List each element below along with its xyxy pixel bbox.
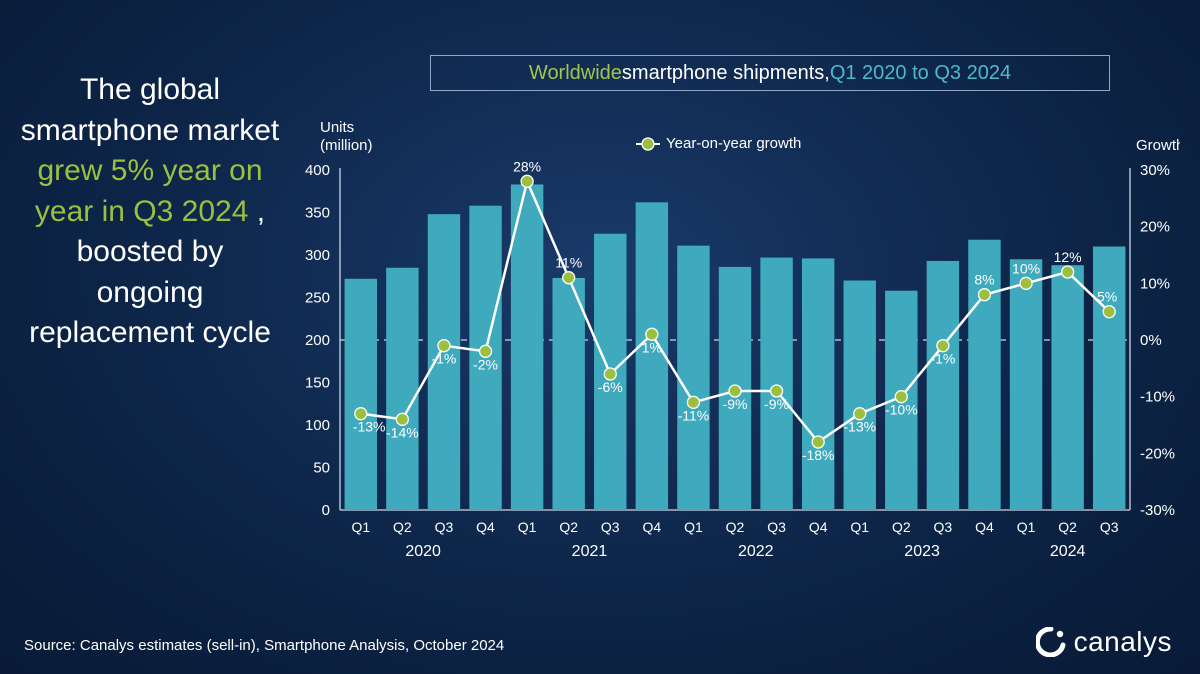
svg-text:0: 0: [322, 502, 330, 519]
svg-text:400: 400: [305, 162, 330, 179]
svg-text:250: 250: [305, 290, 330, 307]
title-part-1: Worldwide: [529, 62, 622, 85]
svg-text:350: 350: [305, 205, 330, 222]
svg-text:Q3: Q3: [1100, 519, 1119, 535]
svg-text:10%: 10%: [1140, 275, 1170, 292]
title-part-3: Q1 2020 to Q3 2024: [830, 62, 1011, 85]
svg-text:11%: 11%: [555, 255, 582, 271]
svg-text:-11%: -11%: [678, 407, 710, 423]
svg-text:-20%: -20%: [1140, 445, 1175, 462]
svg-text:Q1: Q1: [351, 519, 370, 535]
svg-text:5%: 5%: [1097, 289, 1117, 305]
svg-text:Q4: Q4: [642, 519, 661, 535]
svg-text:-10%: -10%: [1140, 389, 1175, 406]
svg-text:Q1: Q1: [1017, 519, 1036, 535]
svg-text:Q4: Q4: [476, 519, 495, 535]
svg-text:Q3: Q3: [435, 519, 454, 535]
shipments-chart: Units(million) Growth 0 50 100 150 200 250 300 35…: [280, 110, 1180, 590]
svg-text:50: 50: [313, 460, 330, 477]
svg-text:1%: 1%: [642, 339, 662, 355]
svg-text:Q3: Q3: [934, 519, 953, 535]
svg-text:Units: Units: [320, 119, 354, 136]
headline-plain-1: The global smartphone market: [21, 73, 279, 147]
svg-text:Growth: Growth: [1136, 137, 1180, 154]
svg-text:28%: 28%: [513, 158, 541, 174]
svg-text:0%: 0%: [1140, 332, 1162, 349]
headline-accent: grew 5% year on year in Q3 2024: [35, 154, 263, 228]
svg-text:300: 300: [305, 247, 330, 264]
svg-text:2020: 2020: [405, 543, 441, 560]
brand-name: canalys: [1074, 626, 1172, 658]
svg-text:Q2: Q2: [393, 519, 412, 535]
svg-text:2024: 2024: [1050, 543, 1086, 560]
svg-text:150: 150: [305, 375, 330, 392]
svg-text:Q2: Q2: [1058, 519, 1077, 535]
svg-text:-30%: -30%: [1140, 502, 1175, 519]
svg-text:100: 100: [305, 417, 330, 434]
svg-text:Q2: Q2: [726, 519, 745, 535]
svg-text:-6%: -6%: [598, 379, 623, 395]
svg-text:-9%: -9%: [764, 396, 789, 412]
svg-text:Q1: Q1: [850, 519, 869, 535]
svg-text:-10%: -10%: [885, 402, 918, 418]
headline-text: The global smartphone market grew 5% yea…: [20, 70, 280, 354]
title-part-2: smartphone shipments,: [622, 62, 830, 85]
svg-text:-1%: -1%: [431, 351, 456, 367]
svg-text:Q4: Q4: [975, 519, 994, 535]
svg-text:Year-on-year growth: Year-on-year growth: [666, 135, 801, 152]
svg-text:10%: 10%: [1012, 260, 1040, 276]
svg-text:-1%: -1%: [930, 351, 955, 367]
svg-text:-18%: -18%: [802, 447, 835, 463]
svg-text:-14%: -14%: [386, 424, 419, 440]
svg-text:2021: 2021: [572, 543, 608, 560]
svg-text:8%: 8%: [974, 272, 994, 288]
svg-text:Q4: Q4: [809, 519, 828, 535]
chart-svg: Units(million) Growth 0 50 100 150 200 250 300 35…: [280, 110, 1180, 590]
svg-text:-13%: -13%: [843, 419, 876, 435]
chart-title: Worldwide smartphone shipments, Q1 2020 …: [430, 55, 1110, 91]
svg-text:30%: 30%: [1140, 162, 1170, 179]
source-footnote: Source: Canalys estimates (sell-in), Sma…: [24, 637, 504, 654]
svg-text:-13%: -13%: [353, 419, 386, 435]
svg-text:Q3: Q3: [767, 519, 786, 535]
svg-text:Q3: Q3: [601, 519, 620, 535]
svg-text:2022: 2022: [738, 543, 774, 560]
svg-text:Q2: Q2: [559, 519, 578, 535]
svg-text:200: 200: [305, 332, 330, 349]
svg-text:Q1: Q1: [684, 519, 703, 535]
svg-text:Q1: Q1: [518, 519, 537, 535]
svg-text:Q2: Q2: [892, 519, 911, 535]
svg-text:12%: 12%: [1054, 249, 1082, 265]
svg-text:-2%: -2%: [473, 356, 498, 372]
svg-text:20%: 20%: [1140, 219, 1170, 236]
svg-text:(million): (million): [320, 137, 373, 154]
svg-text:-9%: -9%: [723, 396, 748, 412]
brand-icon: [1036, 627, 1066, 657]
svg-text:2023: 2023: [904, 543, 940, 560]
brand-logo: canalys: [1036, 626, 1172, 658]
